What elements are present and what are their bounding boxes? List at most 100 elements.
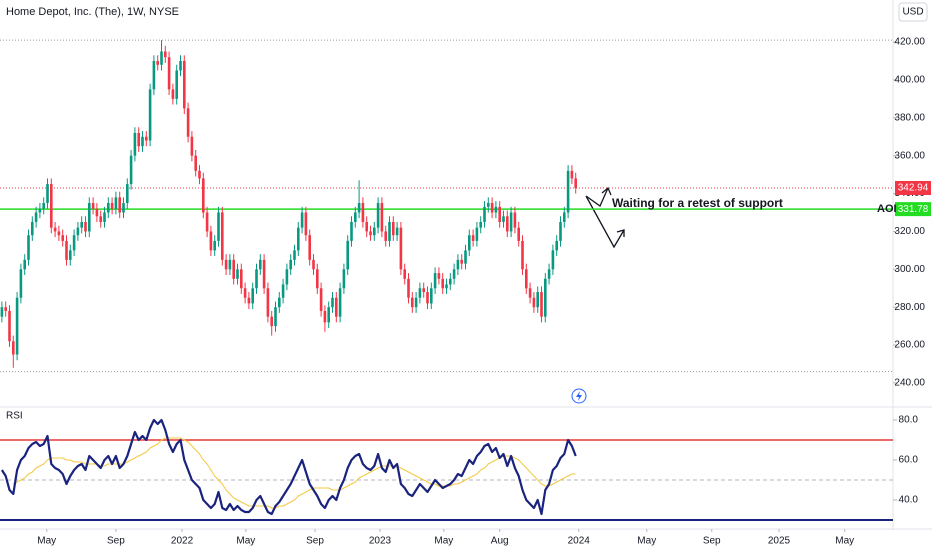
candle-body bbox=[388, 221, 391, 241]
candle-body bbox=[312, 259, 315, 270]
candle-body bbox=[566, 170, 570, 213]
candle-body bbox=[183, 60, 186, 109]
y-tick-label: 400.00 bbox=[894, 75, 925, 86]
candle-body bbox=[122, 203, 125, 213]
candle-body bbox=[110, 203, 114, 209]
candle-body bbox=[76, 227, 80, 236]
candle-body bbox=[190, 136, 194, 156]
candle-body bbox=[509, 212, 513, 232]
candle-body bbox=[331, 297, 334, 308]
currency-box[interactable] bbox=[898, 2, 928, 22]
annotation-arrows bbox=[585, 186, 625, 249]
candle-body bbox=[156, 60, 159, 65]
candle-body bbox=[23, 259, 26, 270]
x-tick-label: May bbox=[236, 536, 255, 547]
candle-body bbox=[198, 170, 201, 179]
candle-body bbox=[194, 155, 197, 171]
candle-body bbox=[559, 221, 562, 241]
candle-body bbox=[551, 250, 555, 270]
candle-body bbox=[80, 221, 83, 228]
candle-body bbox=[316, 269, 319, 289]
candle-body bbox=[88, 203, 91, 232]
candle-body bbox=[513, 212, 517, 228]
candle-body bbox=[240, 269, 243, 289]
currency[interactable]: USD bbox=[902, 7, 923, 18]
candle-body bbox=[414, 297, 418, 308]
candle-body bbox=[251, 288, 254, 304]
candle-body bbox=[114, 197, 118, 209]
candle-body bbox=[376, 203, 380, 228]
candle-body bbox=[483, 206, 486, 222]
candle-body bbox=[471, 235, 475, 241]
y-tick-label: 300.00 bbox=[894, 264, 925, 275]
candle-body bbox=[452, 269, 456, 279]
candle-body bbox=[148, 89, 152, 141]
candle-body bbox=[304, 212, 308, 236]
candle-body bbox=[232, 259, 235, 279]
candle-body bbox=[357, 203, 361, 213]
candle-body bbox=[517, 227, 520, 241]
chart-title: Home Depot, Inc. (The), 1W, NYSE bbox=[6, 6, 179, 18]
candle-body bbox=[137, 132, 140, 147]
candle-body bbox=[175, 70, 178, 99]
candle-body bbox=[574, 178, 577, 188]
candle-body bbox=[430, 288, 433, 304]
support-value: 331.78 bbox=[898, 204, 929, 215]
candle-body bbox=[133, 132, 137, 156]
candle-body bbox=[4, 307, 7, 311]
candle-body bbox=[426, 292, 429, 304]
candle-body bbox=[369, 231, 372, 236]
candle-body bbox=[243, 288, 247, 298]
candle-body bbox=[285, 269, 289, 285]
candle-body bbox=[308, 235, 311, 260]
candle-body bbox=[433, 273, 437, 289]
rsi-line bbox=[0, 418, 577, 516]
y-tick-label: 380.00 bbox=[894, 112, 925, 123]
x-tick-label: 2025 bbox=[768, 536, 791, 547]
candle-body bbox=[160, 51, 163, 65]
candle-body bbox=[270, 316, 273, 327]
candle-body bbox=[407, 278, 410, 298]
candle-body bbox=[449, 278, 452, 285]
candle-body bbox=[236, 269, 239, 279]
candle-body bbox=[380, 203, 384, 232]
candle-body bbox=[50, 184, 53, 228]
candle-body bbox=[373, 227, 376, 236]
candle-body bbox=[53, 227, 57, 232]
candle-body bbox=[274, 307, 277, 327]
candle-body bbox=[437, 273, 441, 279]
candle-body bbox=[456, 259, 460, 270]
candle-body bbox=[57, 231, 61, 236]
candle-body bbox=[525, 269, 528, 289]
y-tick-label: 60.0 bbox=[899, 455, 919, 466]
candle-body bbox=[38, 208, 42, 213]
candle-body bbox=[300, 212, 304, 228]
rsi-ma-line bbox=[13, 437, 576, 509]
candle-body bbox=[289, 259, 292, 270]
candle-body bbox=[479, 221, 482, 228]
candle-body bbox=[278, 297, 281, 308]
candle-body bbox=[69, 250, 72, 260]
candle-body bbox=[281, 284, 285, 298]
candle-body bbox=[502, 216, 505, 222]
candle-body bbox=[532, 297, 536, 308]
support-badge bbox=[895, 202, 931, 217]
y-tick-label: 320.00 bbox=[894, 226, 925, 237]
candle-body bbox=[293, 250, 296, 260]
last-price-badge bbox=[895, 180, 931, 195]
candle-body bbox=[72, 235, 76, 251]
x-tick-label: May bbox=[835, 536, 854, 547]
candle-body bbox=[487, 203, 490, 207]
candle-body bbox=[126, 184, 129, 204]
candle-body bbox=[103, 212, 106, 222]
candle-body bbox=[167, 57, 171, 90]
x-tick-label: 2024 bbox=[568, 536, 591, 547]
candle-body bbox=[118, 197, 121, 213]
candle-body bbox=[521, 240, 524, 270]
x-tick-label: 2022 bbox=[171, 536, 194, 547]
candle-body bbox=[422, 288, 425, 293]
candle-body bbox=[547, 269, 551, 279]
candle-body bbox=[46, 184, 49, 204]
